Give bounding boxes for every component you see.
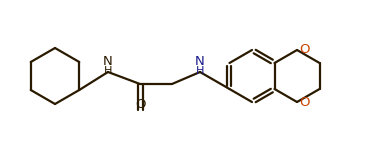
Text: N: N: [195, 55, 205, 68]
Text: O: O: [299, 43, 310, 57]
Text: O: O: [135, 98, 145, 111]
Text: N: N: [103, 55, 113, 68]
Text: O: O: [299, 95, 310, 109]
Text: H: H: [104, 66, 112, 76]
Text: H: H: [196, 66, 204, 76]
